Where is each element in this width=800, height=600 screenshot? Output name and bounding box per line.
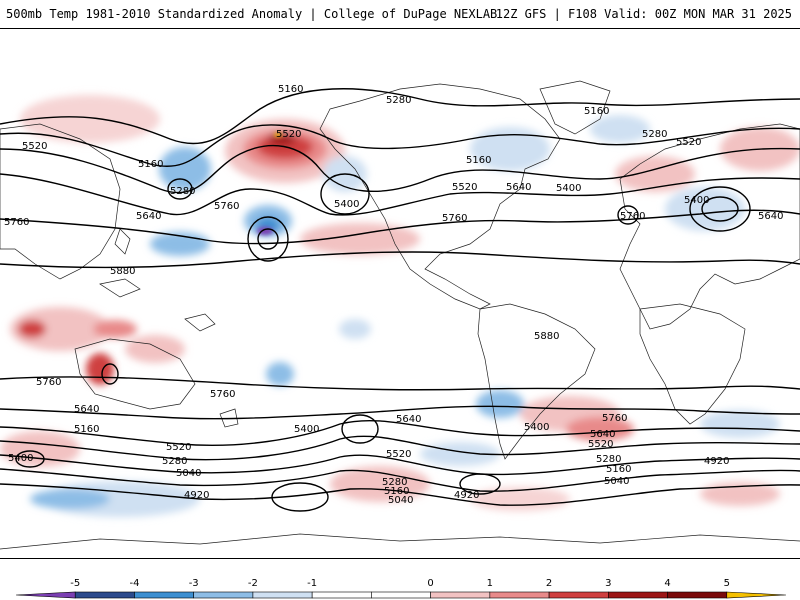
contour-label: 5400 [524,422,549,433]
colorbar-swatch [548,591,609,599]
contour-label: 5160 [278,84,303,95]
contour-label: 5760 [620,211,645,222]
contour-label: 4920 [454,490,479,501]
height-contours [0,88,800,512]
contour-label: 5160 [74,424,99,435]
contour-label: 5640 [590,429,615,440]
map-header: 500mb Temp 1981-2010 Standardized Anomal… [0,0,800,28]
contour-label: 5280 [162,456,187,467]
colorbar-tick-label: 0 [427,578,433,589]
contour-label: 5640 [506,182,531,193]
contour-label: 5760 [602,413,627,424]
map-panel: 5160 5280 5160 5520 5280 5520 5160 5520 … [0,28,800,559]
contour-label: 5520 [166,442,191,453]
colorbar-legend: -5 -4 -3 -2 -1 0 1 2 3 4 5 [15,578,787,599]
contour-label: 5400 [556,183,581,194]
colorbar-swatch [252,591,313,599]
contour-label: 5640 [74,404,99,415]
colorbar-swatch [608,591,668,599]
contour-label: 4920 [184,490,209,501]
contour-label: 5520 [588,439,613,450]
contour-label: 5520 [22,141,47,152]
contour-label: 5400 [334,199,359,210]
contour-label: 5520 [386,449,411,460]
contour-label: 5760 [214,201,239,212]
contour-label: 5520 [276,129,301,140]
colorbar-tick-label: 3 [605,578,611,589]
contour-label: 5760 [4,217,29,228]
colorbar-swatch [74,591,135,599]
model-run-info: 12Z GFS | F108 Valid: 00Z MON MAR 31 202… [495,7,792,21]
colorbar-tick-label: -5 [70,578,80,589]
contour-label: 5400 [294,424,319,435]
contour-labels: 5160 5280 5160 5520 5280 5520 5160 5520 … [4,84,783,506]
colorbar-tick-label: 4 [664,578,670,589]
colorbar-tick-label: -3 [189,578,199,589]
contour-label: 5280 [382,477,407,488]
contour-label: 5040 [176,468,201,479]
colorbar-tick-label: 5 [724,578,730,589]
contour-label: 5280 [386,95,411,106]
contour-label: 5160 [384,486,409,497]
contour-label: 5040 [388,495,413,506]
colorbar-tick-label: -2 [248,578,258,589]
contour-label: 4920 [704,456,729,467]
anomaly-map: 5160 5280 5160 5520 5280 5520 5160 5520 … [0,80,800,550]
colorbar-swatch [15,591,76,599]
contour-label: 5880 [534,331,559,342]
contour-label: 5760 [442,213,467,224]
contour-label: 5880 [110,266,135,277]
colorbar-tick-label: -4 [129,578,139,589]
colorbar-tick-label: 1 [487,578,493,589]
contour-label: 5280 [170,186,195,197]
colorbar-swatch [311,591,372,599]
colorbar-swatch [134,591,194,599]
contour-label: 5160 [606,464,631,475]
contour-label: 5760 [36,377,61,388]
contour-label: 5640 [396,414,421,425]
contour-label: 5280 [596,454,621,465]
map-title: 500mb Temp 1981-2010 Standardized Anomal… [6,7,498,21]
contour-label: 5160 [466,155,491,166]
contour-label: 5760 [210,389,235,400]
colorbar-swatch [726,591,787,599]
contour-label: 5040 [604,476,629,487]
colorbar-swatch [193,591,254,599]
colorbar-tick-label: -1 [307,578,317,589]
contour-label: 5640 [136,211,161,222]
colorbar-ticks: -5 -4 -3 -2 -1 0 1 2 3 4 5 [70,578,730,589]
contour-label: 5400 [8,453,33,464]
contour-label: 5160 [138,159,163,170]
contour-label: 5520 [676,137,701,148]
colorbar-swatches [15,591,787,599]
contour-label: 5640 [758,211,783,222]
colorbar-swatch [667,591,728,599]
colorbar-swatch [430,591,491,599]
colorbar-tick-label: 2 [546,578,552,589]
contour-label: 5280 [642,129,667,140]
colorbar-swatch [489,591,550,599]
contour-label: 5160 [584,106,609,117]
contour-label: 5520 [452,182,477,193]
contour-label: 5400 [684,195,709,206]
colorbar-swatch [371,591,431,599]
